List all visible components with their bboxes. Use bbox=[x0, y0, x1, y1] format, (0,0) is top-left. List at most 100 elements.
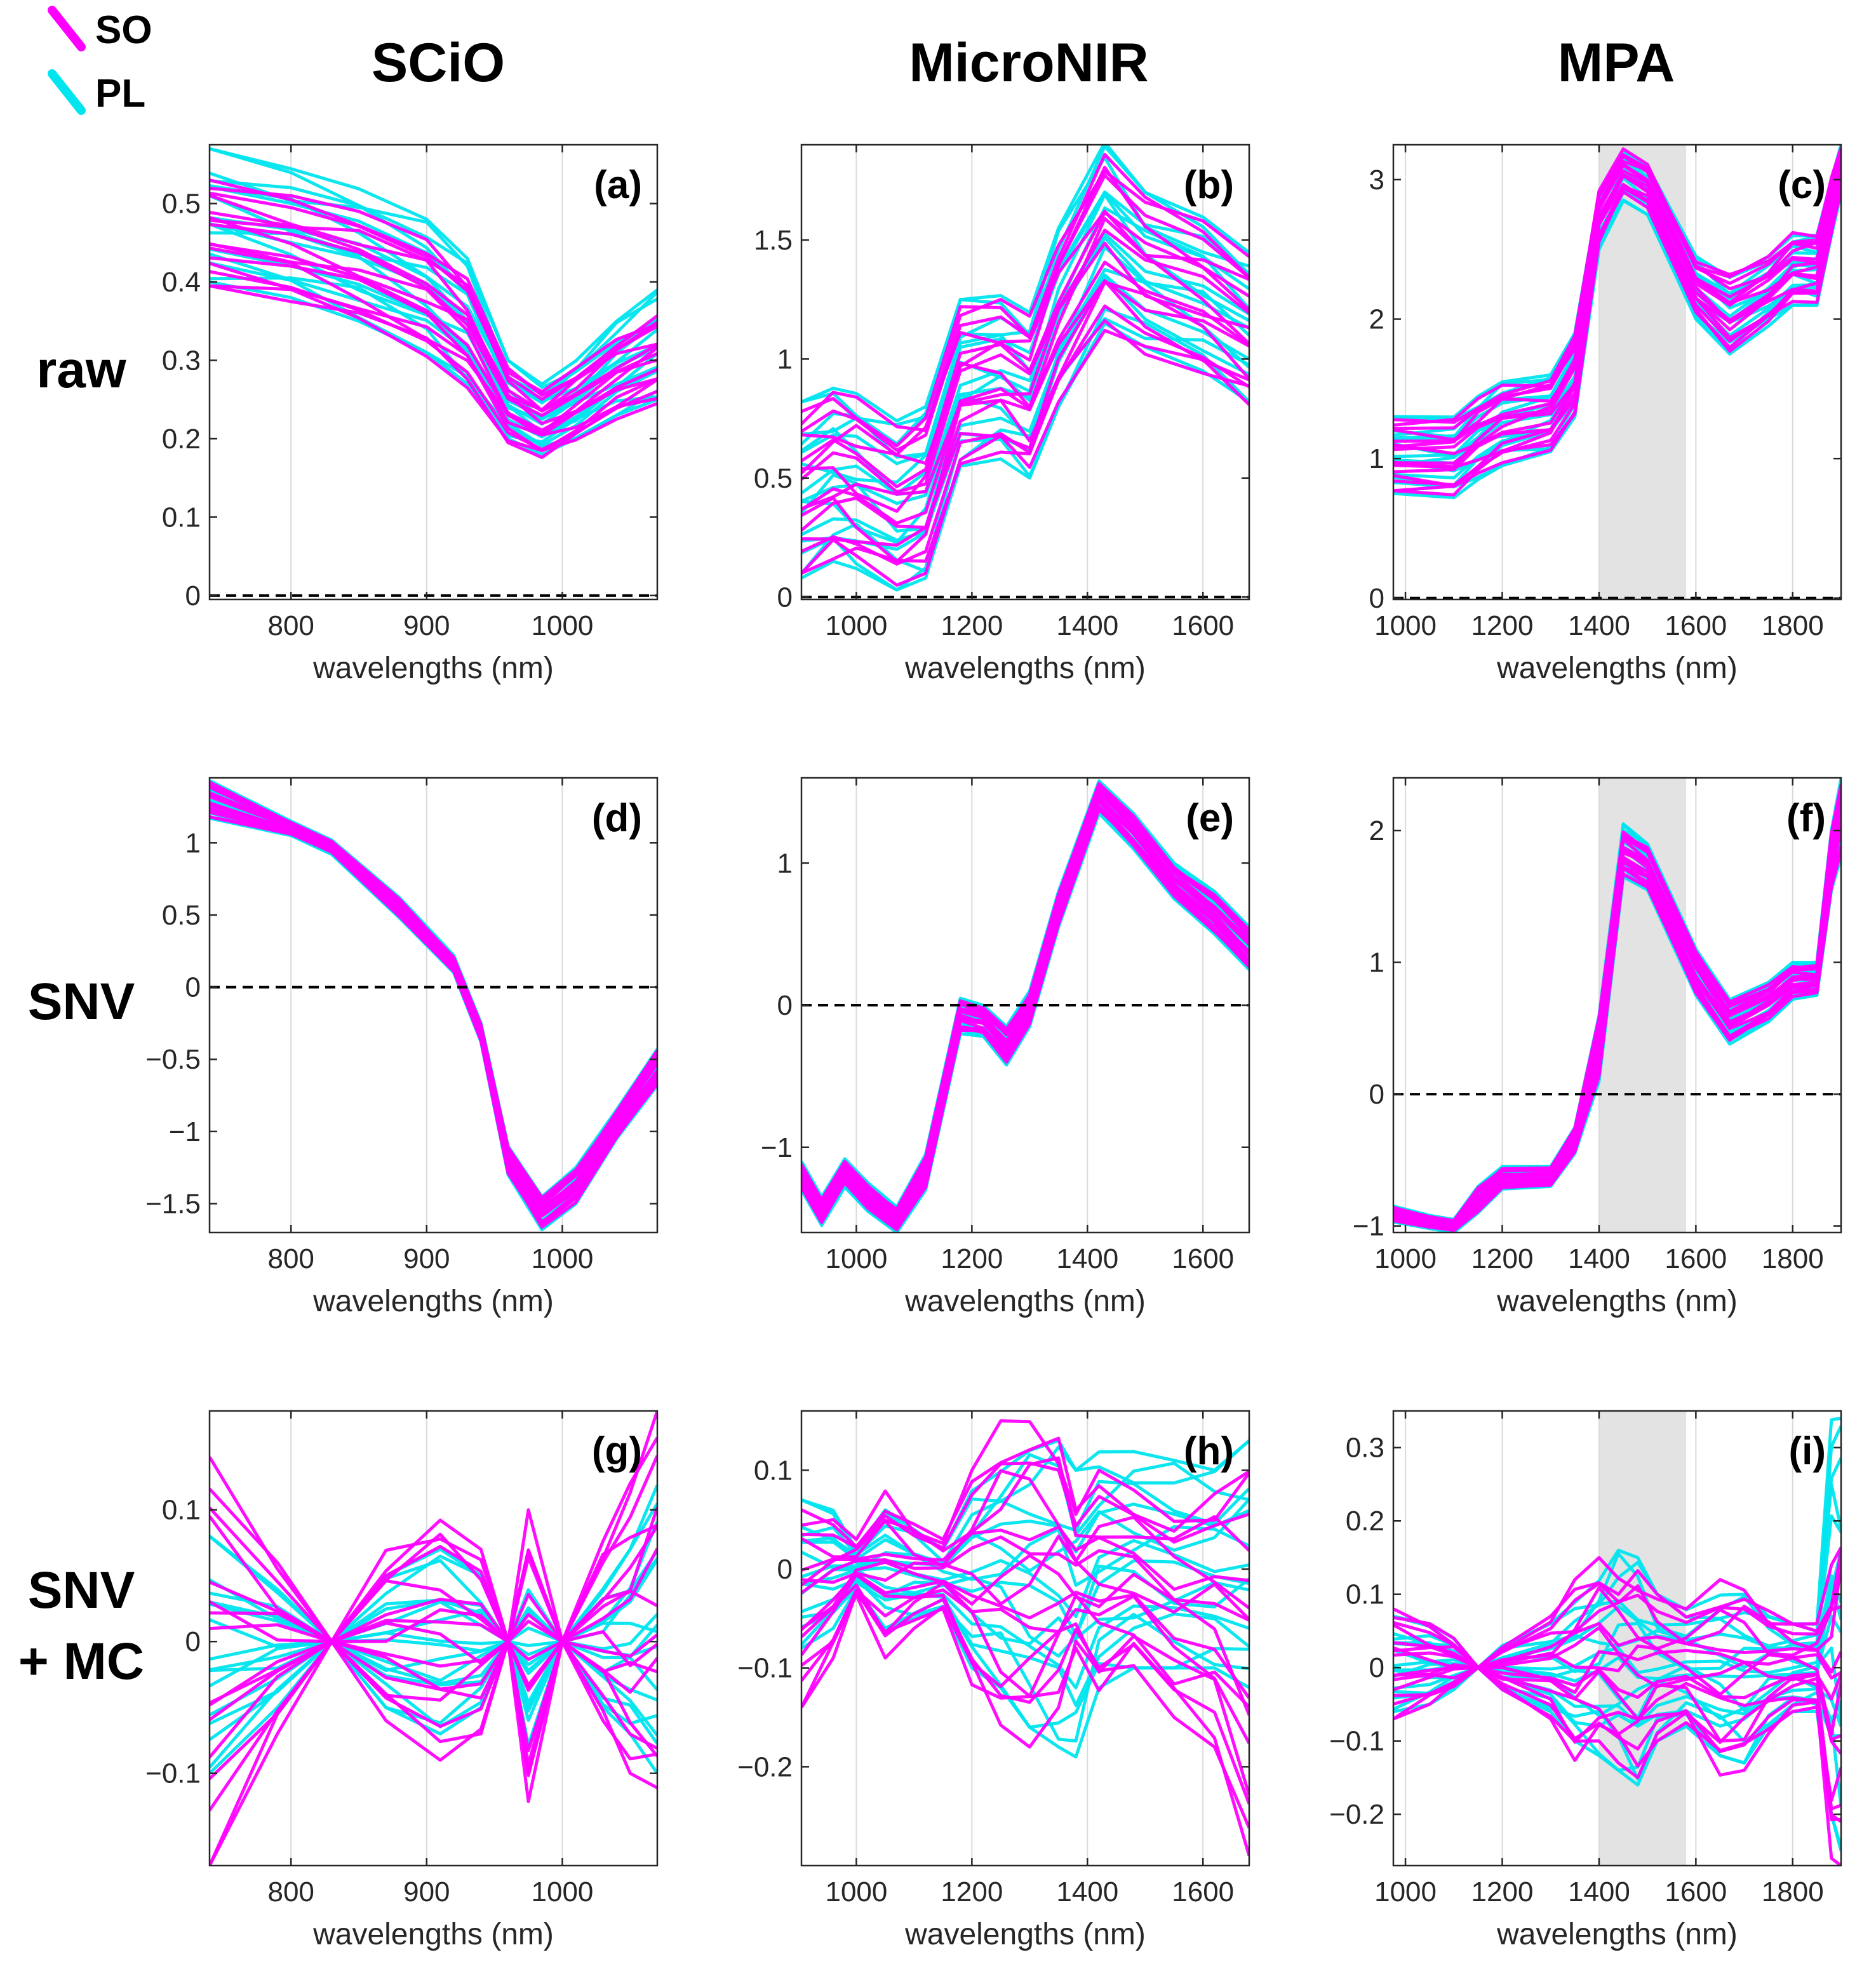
spectrum-line bbox=[801, 779, 1249, 1209]
x-axis-label: wavelengths (nm) bbox=[904, 652, 1146, 685]
axes-box bbox=[800, 1410, 1250, 1867]
spectrum-line bbox=[801, 166, 1249, 457]
spectrum-line bbox=[210, 178, 657, 397]
series-group bbox=[210, 1411, 657, 1866]
panel-label: (a) bbox=[594, 163, 642, 207]
spectrum-line bbox=[1393, 184, 1841, 486]
y-tick-label: 0 bbox=[185, 580, 201, 611]
x-axis-label: wavelengths (nm) bbox=[312, 1285, 554, 1318]
row-title-line: + MC bbox=[18, 1633, 144, 1690]
y-tick-label: 0 bbox=[185, 972, 201, 1003]
series-group bbox=[210, 147, 657, 459]
x-tick-label: 1400 bbox=[1568, 610, 1630, 641]
spectrum-line bbox=[210, 147, 657, 386]
spectrum-line bbox=[801, 229, 1249, 494]
y-tick-label: −0.2 bbox=[1329, 1799, 1384, 1830]
y-tick-label: 0.3 bbox=[162, 345, 201, 376]
y-tick-label: −0.1 bbox=[145, 1758, 201, 1789]
series-group bbox=[1393, 145, 1841, 500]
y-tick-label: 0.5 bbox=[754, 463, 793, 494]
panel-f: 1000 1200 1400 1600 1800 −1 0 1 2 wavelengths (nm… bbox=[1353, 777, 1842, 1318]
x-tick-label: 1800 bbox=[1762, 1876, 1824, 1908]
panel-i: 1000 1200 1400 1600 1800 −0.2 −0.1 0 0.1 0.2 0.3 wa… bbox=[1329, 1410, 1842, 1951]
spectrum-line bbox=[801, 1573, 1249, 1744]
spectrum-line bbox=[210, 242, 657, 434]
legend-swatch-so bbox=[48, 6, 86, 51]
spectrum-line bbox=[801, 152, 1249, 448]
spectrum-line bbox=[801, 1593, 1249, 1829]
x-tick-label: 1600 bbox=[1665, 610, 1727, 641]
y-tick-label: 0.4 bbox=[162, 267, 201, 298]
x-tick-label: 800 bbox=[267, 1876, 314, 1908]
spectrum-line bbox=[801, 1572, 1249, 1699]
spectrum-line bbox=[801, 1461, 1249, 1549]
spectrum-line bbox=[801, 317, 1249, 575]
x-tick-label: 1200 bbox=[941, 1243, 1003, 1274]
y-tick-label: 0 bbox=[777, 582, 793, 613]
spectrum-line bbox=[801, 1535, 1249, 1622]
spectrum-line bbox=[210, 284, 657, 452]
y-tick-label: −1 bbox=[761, 1132, 793, 1163]
spectrum-line bbox=[1393, 172, 1841, 465]
panel-label: (b) bbox=[1184, 163, 1234, 207]
y-tick-label: 0.5 bbox=[162, 900, 201, 931]
y-tick-label: 1 bbox=[1369, 443, 1384, 474]
x-tick-label: 800 bbox=[267, 610, 314, 641]
x-tick-label: 1400 bbox=[1056, 610, 1118, 641]
axes-box bbox=[1392, 777, 1842, 1234]
row-title-line: raw bbox=[36, 341, 126, 399]
spectrum-line bbox=[801, 806, 1249, 1231]
x-tick-label: 1200 bbox=[1471, 610, 1534, 641]
spectrum-line bbox=[801, 1588, 1249, 1796]
x-tick-label: 1600 bbox=[1665, 1876, 1727, 1908]
y-tick-label: 0 bbox=[1369, 583, 1384, 614]
x-tick-label: 1200 bbox=[1471, 1876, 1534, 1908]
x-axis-label: wavelengths (nm) bbox=[1496, 652, 1738, 685]
spectrum-line bbox=[210, 1411, 657, 1643]
x-axis-label: wavelengths (nm) bbox=[1496, 1285, 1738, 1318]
spectrum-line bbox=[801, 170, 1249, 432]
y-tick-label: 2 bbox=[1369, 815, 1384, 846]
column-titles: SCiO MicroNIR MPA bbox=[372, 32, 1675, 93]
spectrum-line bbox=[801, 241, 1249, 511]
column-title-micronir: MicroNIR bbox=[909, 32, 1148, 93]
y-tick-label: 0.5 bbox=[162, 189, 201, 220]
x-tick-label: 1000 bbox=[532, 1243, 594, 1274]
x-tick-label: 800 bbox=[267, 1243, 314, 1274]
panel-c: 1000 1200 1400 1600 1800 0 1 2 3 wavelengths (nm)… bbox=[1369, 144, 1842, 685]
x-tick-label: 1400 bbox=[1568, 1876, 1630, 1908]
x-tick-label: 1000 bbox=[825, 610, 887, 641]
spectrum-line bbox=[801, 790, 1249, 1218]
x-tick-label: 1600 bbox=[1172, 610, 1234, 641]
x-tick-label: 1000 bbox=[532, 1876, 594, 1908]
x-tick-label: 1000 bbox=[1374, 1243, 1437, 1274]
x-tick-label: 1600 bbox=[1172, 1243, 1234, 1274]
row-title-0: raw bbox=[36, 341, 126, 399]
axes-box bbox=[1392, 144, 1842, 601]
spectrum-line bbox=[210, 223, 657, 417]
axes-box bbox=[208, 144, 659, 601]
x-tick-label: 1800 bbox=[1762, 610, 1824, 641]
spectrum-line bbox=[801, 307, 1249, 592]
panel-h: 1000 1200 1400 1600 −0.2 −0.1 0 0.1 wavelengths … bbox=[737, 1410, 1250, 1951]
spectrum-line bbox=[801, 232, 1249, 496]
x-tick-label: 1600 bbox=[1172, 1876, 1234, 1908]
spectrum-line bbox=[801, 1419, 1249, 1545]
series-group bbox=[210, 779, 657, 1231]
spectrum-line bbox=[210, 218, 657, 411]
panel-label: (g) bbox=[592, 1429, 642, 1473]
y-tick-label: 0 bbox=[1369, 1079, 1384, 1110]
spectrum-line bbox=[801, 1436, 1249, 1549]
spectrum-line bbox=[1393, 185, 1841, 489]
x-tick-label: 1800 bbox=[1762, 1243, 1824, 1274]
spectrum-line bbox=[210, 783, 657, 1199]
x-tick-label: 1000 bbox=[1374, 610, 1437, 641]
x-axis-label: wavelengths (nm) bbox=[312, 652, 554, 685]
series-group bbox=[1393, 778, 1841, 1233]
spectrum-line bbox=[801, 145, 1249, 423]
x-tick-label: 1400 bbox=[1056, 1876, 1118, 1908]
spectrum-line bbox=[801, 304, 1249, 566]
y-tick-label: 0.1 bbox=[754, 1455, 793, 1486]
x-axis-label: wavelengths (nm) bbox=[904, 1918, 1146, 1951]
y-tick-label: 1 bbox=[1369, 947, 1384, 979]
